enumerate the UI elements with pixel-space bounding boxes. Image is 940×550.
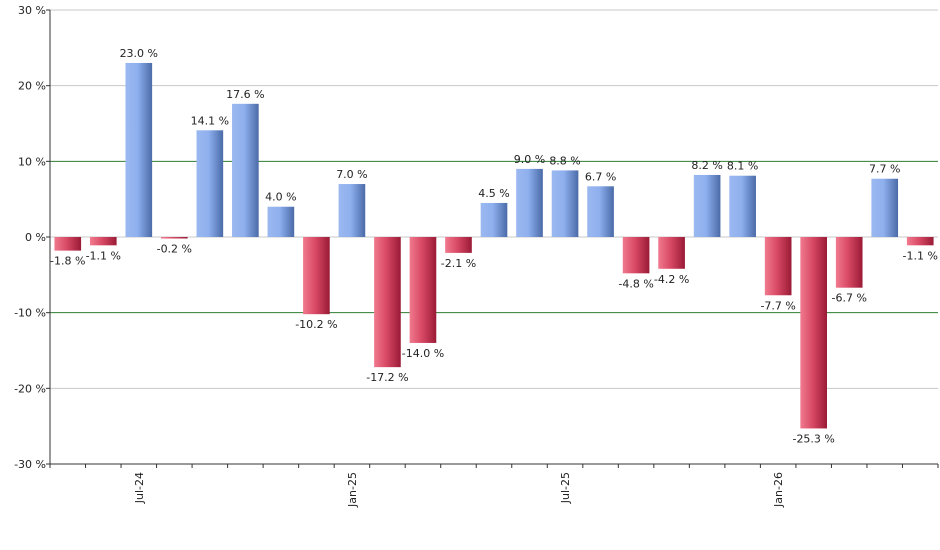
bar	[764, 237, 792, 296]
data-label: -14.0 %	[402, 347, 444, 360]
data-label: -1.1 %	[903, 249, 938, 262]
bar	[374, 237, 401, 368]
bar	[409, 237, 437, 343]
bar	[729, 175, 756, 237]
data-label: -6.7 %	[831, 292, 866, 305]
data-label: 7.7 %	[869, 163, 900, 176]
bar	[693, 174, 721, 237]
bar	[622, 237, 650, 274]
data-label: 9.0 %	[514, 153, 545, 166]
bars	[54, 62, 934, 429]
data-label: 4.5 %	[478, 187, 509, 200]
bar	[551, 170, 579, 237]
data-label: -2.1 %	[441, 257, 476, 270]
y-tick-label: -30 %	[14, 458, 46, 471]
bar	[658, 237, 685, 269]
bar	[871, 178, 899, 237]
bar	[125, 62, 153, 237]
bar	[587, 186, 614, 237]
axes	[46, 9, 939, 468]
data-label: -10.2 %	[295, 318, 337, 331]
data-label: 8.8 %	[549, 154, 580, 167]
bar	[54, 237, 82, 251]
bar	[800, 237, 827, 429]
data-label: 14.1 %	[191, 114, 229, 127]
data-label: 7.0 %	[336, 168, 367, 181]
data-label: 8.2 %	[691, 159, 722, 172]
bar	[196, 130, 224, 237]
bar	[445, 237, 472, 253]
data-label: -4.8 %	[618, 277, 653, 290]
bar	[303, 237, 330, 315]
y-tick-label: -20 %	[14, 382, 46, 395]
bar	[161, 237, 188, 239]
data-label: -4.2 %	[654, 273, 689, 286]
bar	[232, 103, 259, 238]
bar	[267, 206, 295, 237]
x-tick-label: Jul-24	[133, 472, 146, 504]
data-label: 4.0 %	[265, 191, 296, 204]
y-tick-label: 30 %	[18, 4, 46, 17]
x-tick-label: Jan-25	[346, 472, 359, 508]
bar	[516, 168, 543, 237]
data-label: -0.2 %	[157, 243, 192, 256]
bar	[906, 237, 934, 246]
bar	[89, 237, 117, 246]
data-label: -1.1 %	[86, 249, 121, 262]
labels: 30 %20 %10 %0 %-10 %-20 %-30 %-1.8 % -1.1…	[14, 4, 938, 508]
data-label: 8.1 %	[727, 160, 758, 173]
data-label: 6.7 %	[585, 170, 616, 183]
data-label: 23.0 %	[120, 47, 158, 60]
data-label: -1.8 %	[50, 255, 85, 268]
data-label: -25.3 %	[792, 432, 834, 445]
y-tick-label: -10 %	[14, 307, 46, 320]
bar	[338, 184, 366, 237]
bar	[835, 237, 863, 288]
data-label: 17.6 %	[226, 88, 264, 101]
bar	[480, 202, 508, 237]
data-label: -7.7 %	[760, 299, 795, 312]
x-tick-label: Jul-25	[559, 472, 572, 504]
data-label: -17.2 %	[366, 371, 408, 384]
y-tick-label: 10 %	[18, 155, 46, 168]
x-tick-label: Jan-26	[772, 472, 785, 508]
y-tick-label: 20 %	[18, 80, 46, 93]
y-tick-label: 0 %	[25, 231, 46, 244]
